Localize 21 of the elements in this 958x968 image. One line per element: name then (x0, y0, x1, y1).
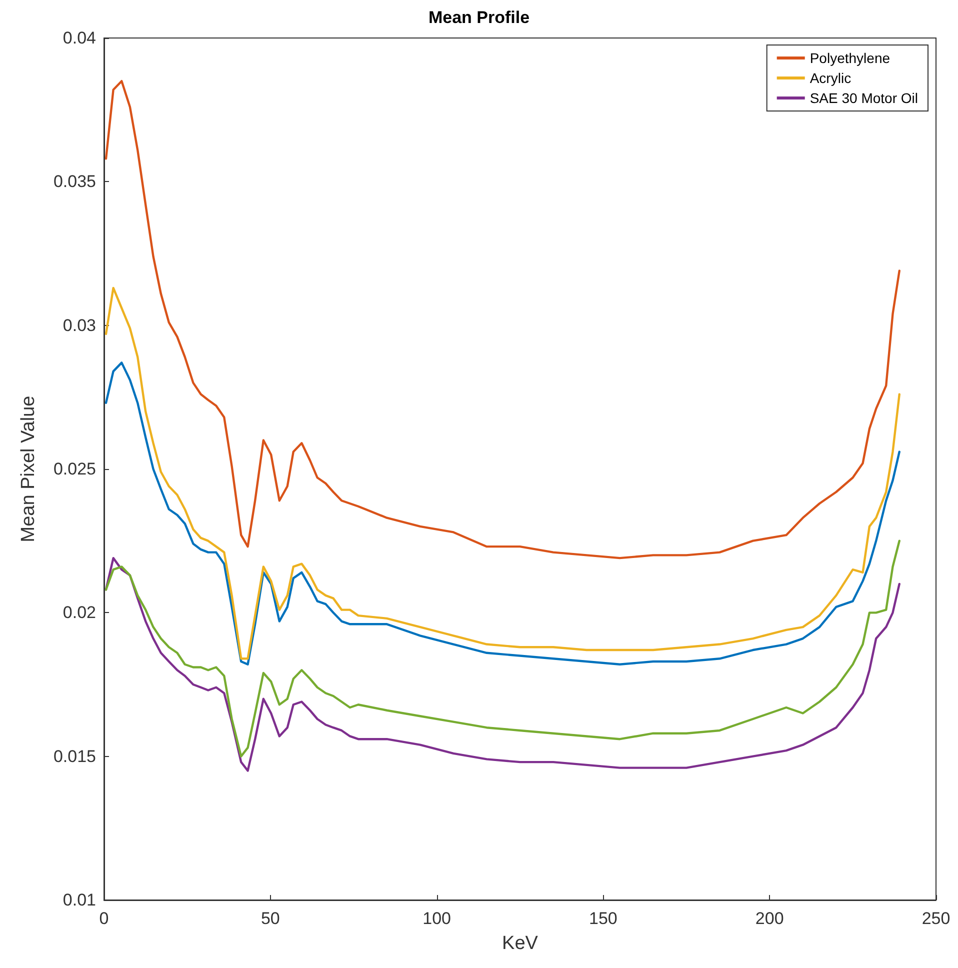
x-tick-label: 150 (589, 909, 618, 928)
y-axis-title: Mean Pixel Value (18, 396, 39, 542)
x-tick-label: 250 (922, 909, 950, 928)
chart-title: Mean Profile (428, 8, 530, 27)
y-tick-label: 0.01 (62, 890, 96, 910)
y-tick-label: 0.04 (62, 28, 96, 48)
x-tick-label: 100 (422, 909, 451, 928)
x-tick-label: 50 (260, 909, 280, 928)
legend-label: Polyethylene (810, 50, 890, 66)
x-tick-label: 0 (99, 909, 109, 928)
x-axis-title: KeV (502, 933, 538, 954)
y-tick-label: 0.035 (53, 172, 96, 192)
line-series (104, 286, 900, 660)
x-tick-label: 200 (755, 909, 784, 928)
y-tick-label: 0.03 (62, 316, 96, 335)
y-tick-label: 0.015 (53, 746, 96, 766)
y-tick-label: 0.02 (62, 603, 96, 622)
line-series (104, 362, 900, 666)
y-tick-label: 0.025 (53, 460, 96, 478)
legend-label: SAE 30 Motor Oil (810, 90, 918, 106)
legend-label: Acrylic (810, 70, 852, 86)
